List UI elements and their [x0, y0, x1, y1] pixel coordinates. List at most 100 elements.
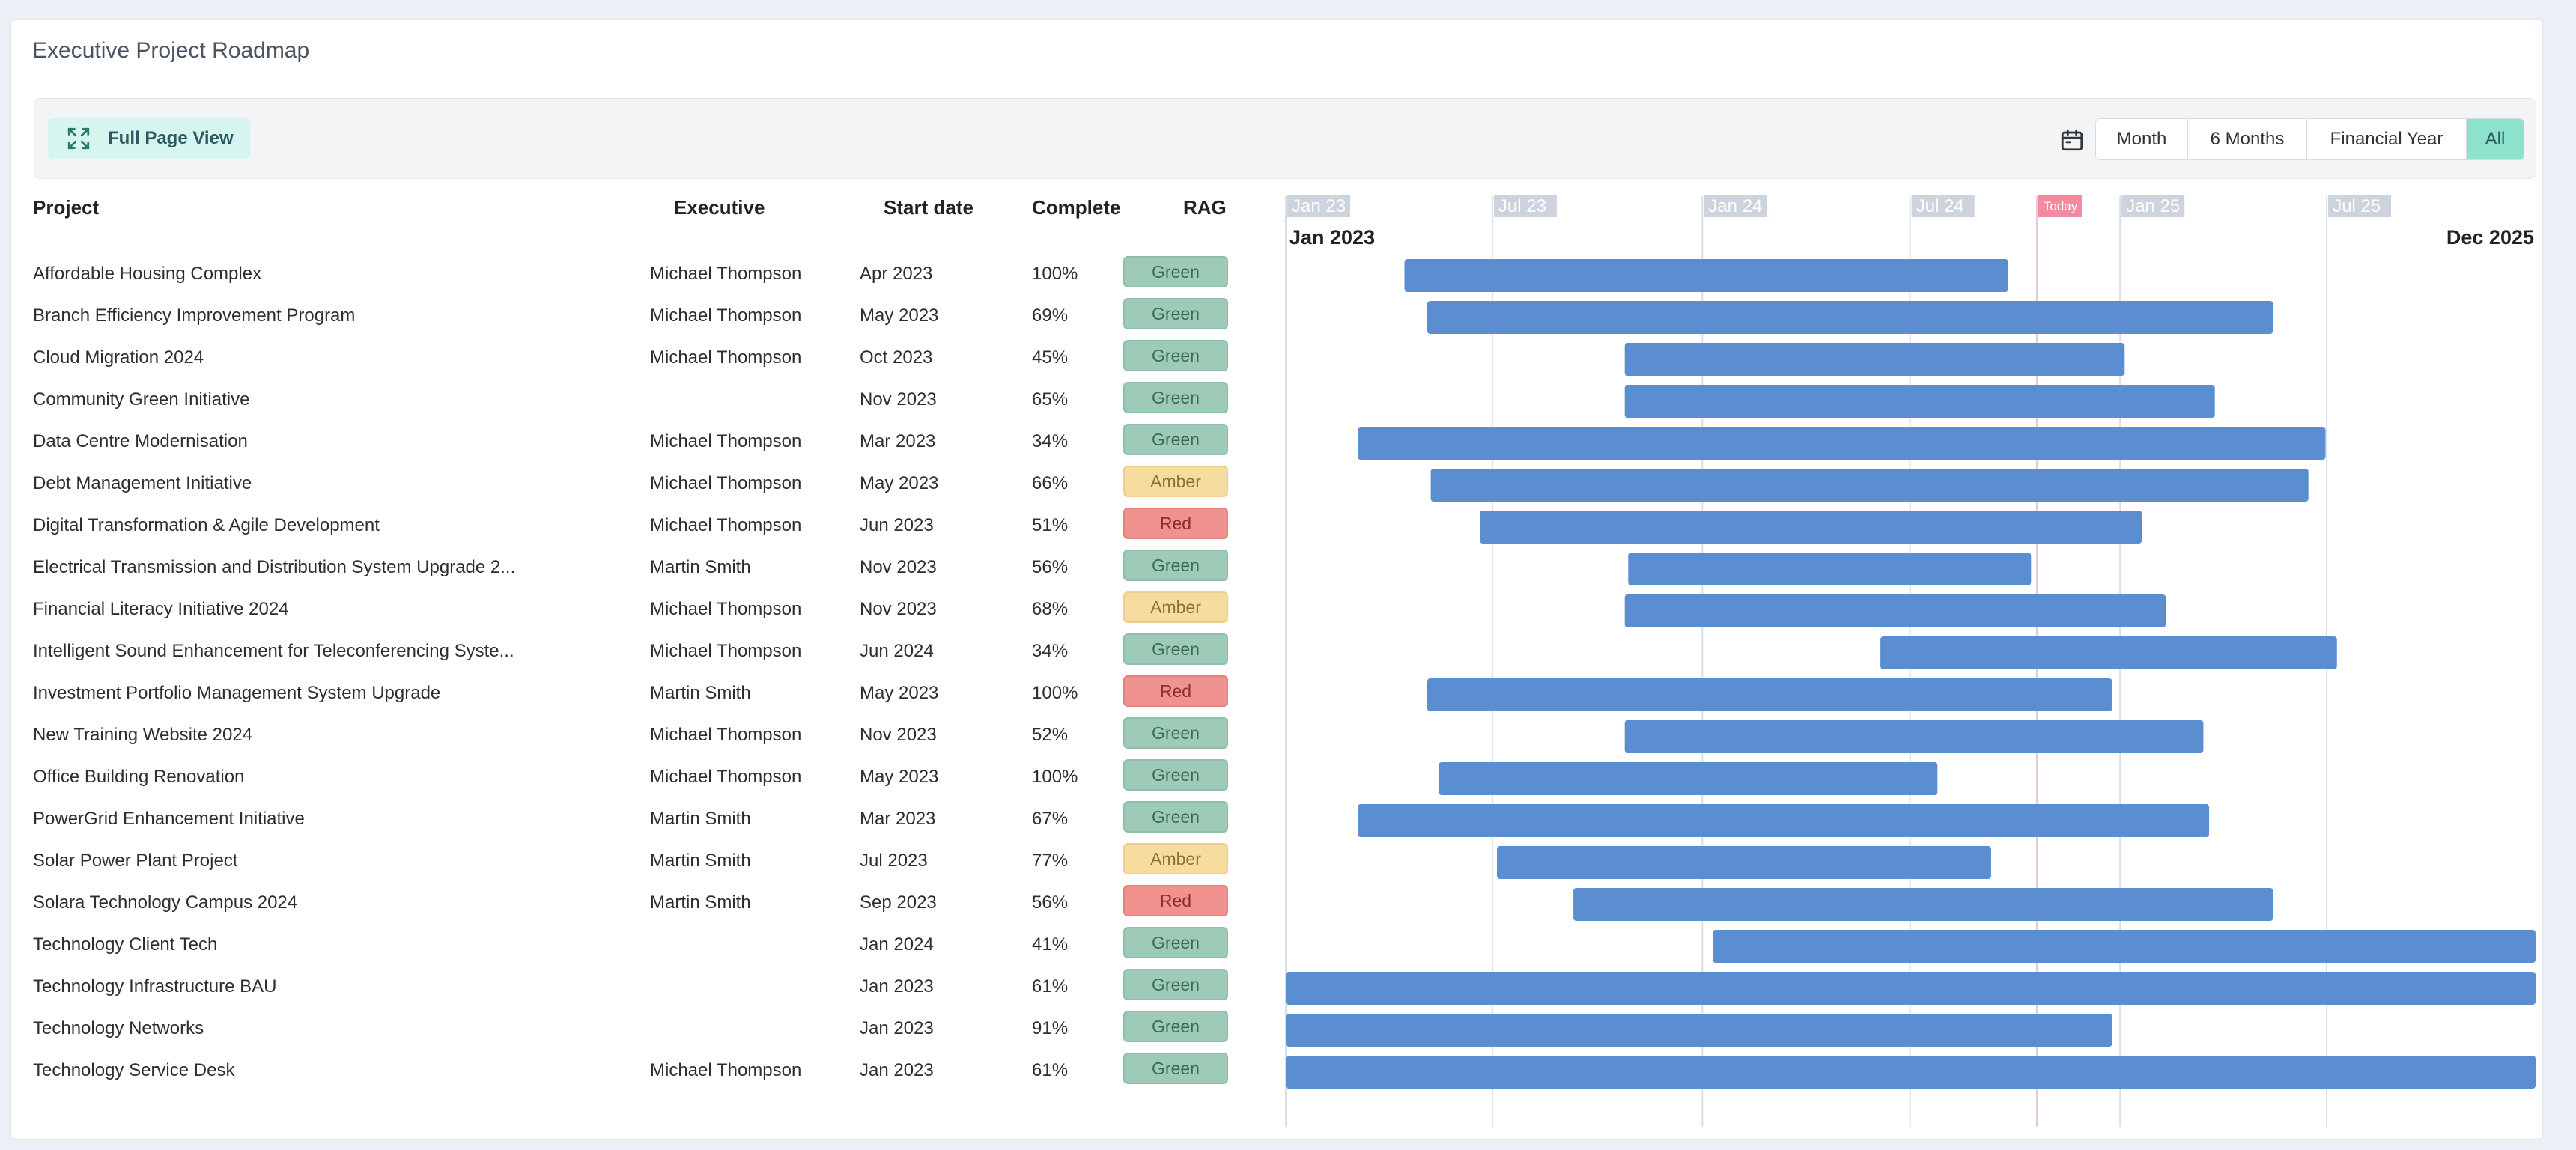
gantt-bar[interactable] [1624, 343, 2125, 376]
table-row[interactable]: Intelligent Sound Enhancement for Teleco… [0, 629, 1273, 671]
timeline-tick-label: Jul 24 [1916, 196, 1964, 216]
table-row[interactable]: Office Building Renovation Michael Thomps… [0, 755, 1273, 797]
table-row[interactable]: Financial Literacy Initiative 2024 Michae… [0, 587, 1273, 629]
full-page-view-button[interactable]: Full Page View [48, 118, 250, 159]
gantt-bar[interactable] [1430, 469, 2309, 502]
percent-complete: 65% [1032, 389, 1069, 410]
table-row[interactable]: New Training Website 2024 Michael Thompso… [0, 713, 1273, 755]
gantt-bar[interactable] [1573, 888, 2273, 921]
project-name[interactable]: Technology Networks [33, 1018, 204, 1038]
start-date: Nov 2023 [860, 389, 937, 410]
table-row[interactable]: PowerGrid Enhancement Initiative Martin S… [0, 797, 1273, 839]
table-row[interactable]: Digital Transformation & Agile Developme… [0, 503, 1273, 545]
view-6-months-button[interactable]: 6 Months [2188, 119, 2307, 159]
gantt-bar[interactable] [1628, 553, 2032, 585]
project-name[interactable]: Branch Efficiency Improvement Program [33, 305, 356, 326]
timeline-tick-label: Jan 23 [1292, 196, 1346, 216]
column-header-executive[interactable]: Executive [674, 196, 765, 219]
table-row[interactable]: Debt Management Initiative Michael Thomps… [0, 461, 1273, 503]
table-row[interactable]: Community Green Initiative Nov 2023 65% Gre… [0, 377, 1273, 419]
table-row[interactable]: Affordable Housing Complex Michael Thomps… [0, 252, 1273, 293]
rag-status-badge: Green [1123, 801, 1228, 833]
start-date: Apr 2023 [860, 264, 933, 284]
start-date: Mar 2023 [860, 809, 936, 829]
project-name[interactable]: Affordable Housing Complex [33, 264, 262, 284]
gantt-bar[interactable] [1358, 427, 2326, 460]
project-name[interactable]: Electrical Transmission and Distribution… [33, 557, 516, 577]
project-name[interactable]: Digital Transformation & Agile Developme… [33, 515, 380, 535]
column-header-project[interactable]: Project [33, 196, 100, 219]
rag-status-badge: Green [1123, 382, 1228, 413]
view-financial-year-button[interactable]: Financial Year [2307, 119, 2467, 159]
gantt-bar[interactable] [1624, 594, 2166, 627]
executive-name: Michael Thompson [650, 599, 802, 619]
project-name[interactable]: Community Green Initiative [33, 389, 250, 410]
project-name[interactable]: Financial Literacy Initiative 2024 [33, 599, 289, 619]
gantt-bar[interactable] [1713, 930, 2536, 963]
timeline-tick-label-bg [2328, 195, 2392, 217]
percent-complete: 91% [1032, 1018, 1069, 1038]
project-name[interactable]: Technology Client Tech [33, 934, 218, 955]
gantt-bar[interactable] [1286, 972, 2536, 1005]
percent-complete: 56% [1032, 892, 1069, 913]
gantt-bar[interactable] [1427, 301, 2273, 334]
gantt-bar[interactable] [1286, 1014, 2112, 1047]
table-row[interactable]: Investment Portfolio Management System U… [0, 671, 1273, 713]
view-month-button[interactable]: Month [2096, 119, 2188, 159]
rag-status-badge: Green [1123, 927, 1228, 958]
gantt-bar[interactable] [1496, 846, 1991, 879]
rag-status-badge: Green [1123, 550, 1228, 581]
table-row[interactable]: Technology Service Desk Michael Thompson J… [0, 1048, 1273, 1090]
table-row[interactable]: Solara Technology Campus 2024 Martin Smit… [0, 880, 1273, 922]
calendar-icon[interactable] [2059, 127, 2085, 153]
project-name[interactable]: Intelligent Sound Enhancement for Teleco… [33, 641, 514, 661]
executive-name: Michael Thompson [650, 305, 802, 326]
range-start-label: Jan 2023 [1289, 226, 1375, 249]
gantt-bar[interactable] [1286, 1056, 2536, 1089]
table-row[interactable]: Cloud Migration 2024 Michael Thompson Oct … [0, 335, 1273, 377]
view-all-button[interactable]: All [2467, 119, 2524, 159]
start-date: Mar 2023 [860, 431, 936, 451]
column-header-rag[interactable]: RAG [1183, 196, 1227, 219]
table-row[interactable]: Data Centre Modernisation Michael Thompso… [0, 419, 1273, 461]
project-name[interactable]: Technology Service Desk [33, 1060, 235, 1080]
column-header-start-date[interactable]: Start date [884, 196, 973, 219]
full-page-view-label: Full Page View [108, 128, 234, 148]
rag-status-badge: Red [1123, 675, 1228, 707]
start-date: Jan 2024 [860, 934, 934, 955]
gantt-bar[interactable] [1439, 762, 1938, 795]
percent-complete: 100% [1032, 767, 1078, 787]
table-row[interactable]: Technology Infrastructure BAU Jan 2023 61%… [0, 964, 1273, 1006]
project-name[interactable]: Solara Technology Campus 2024 [33, 892, 298, 913]
gantt-bar[interactable] [1880, 636, 2337, 669]
project-name[interactable]: New Training Website 2024 [33, 725, 253, 745]
table-row[interactable]: Technology Client Tech Jan 2024 41% Green [0, 922, 1273, 964]
gantt-bar[interactable] [1624, 720, 2204, 753]
table-row[interactable]: Branch Efficiency Improvement Program Mic… [0, 293, 1273, 335]
start-date: Sep 2023 [860, 892, 937, 913]
project-name[interactable]: Office Building Renovation [33, 767, 245, 787]
rag-status-badge: Green [1123, 717, 1228, 749]
rag-status-badge: Green [1123, 1053, 1228, 1084]
gantt-bar[interactable] [1624, 385, 2215, 418]
project-name[interactable]: Solar Power Plant Project [33, 851, 238, 871]
executive-name: Martin Smith [650, 892, 751, 913]
gantt-bar[interactable] [1480, 511, 2142, 544]
executive-name: Martin Smith [650, 809, 751, 829]
project-name[interactable]: Investment Portfolio Management System U… [33, 683, 441, 703]
gantt-bar[interactable] [1427, 678, 2112, 711]
start-date: May 2023 [860, 305, 939, 326]
project-name[interactable]: Data Centre Modernisation [33, 431, 248, 451]
table-row[interactable]: Solar Power Plant Project Martin Smith Jul… [0, 839, 1273, 880]
executive-name: Michael Thompson [650, 515, 802, 535]
column-header-complete[interactable]: Complete [1032, 196, 1121, 219]
project-name[interactable]: Debt Management Initiative [33, 473, 252, 493]
gantt-bar[interactable] [1404, 259, 2008, 292]
gantt-bar[interactable] [1358, 804, 2210, 837]
project-name[interactable]: Cloud Migration 2024 [33, 347, 204, 368]
table-row[interactable]: Electrical Transmission and Distribution… [0, 545, 1273, 587]
project-name[interactable]: PowerGrid Enhancement Initiative [33, 809, 305, 829]
timeline-tick-label: Jan 24 [1708, 196, 1762, 216]
table-row[interactable]: Technology Networks Jan 2023 91% Green [0, 1006, 1273, 1048]
project-name[interactable]: Technology Infrastructure BAU [33, 976, 277, 997]
